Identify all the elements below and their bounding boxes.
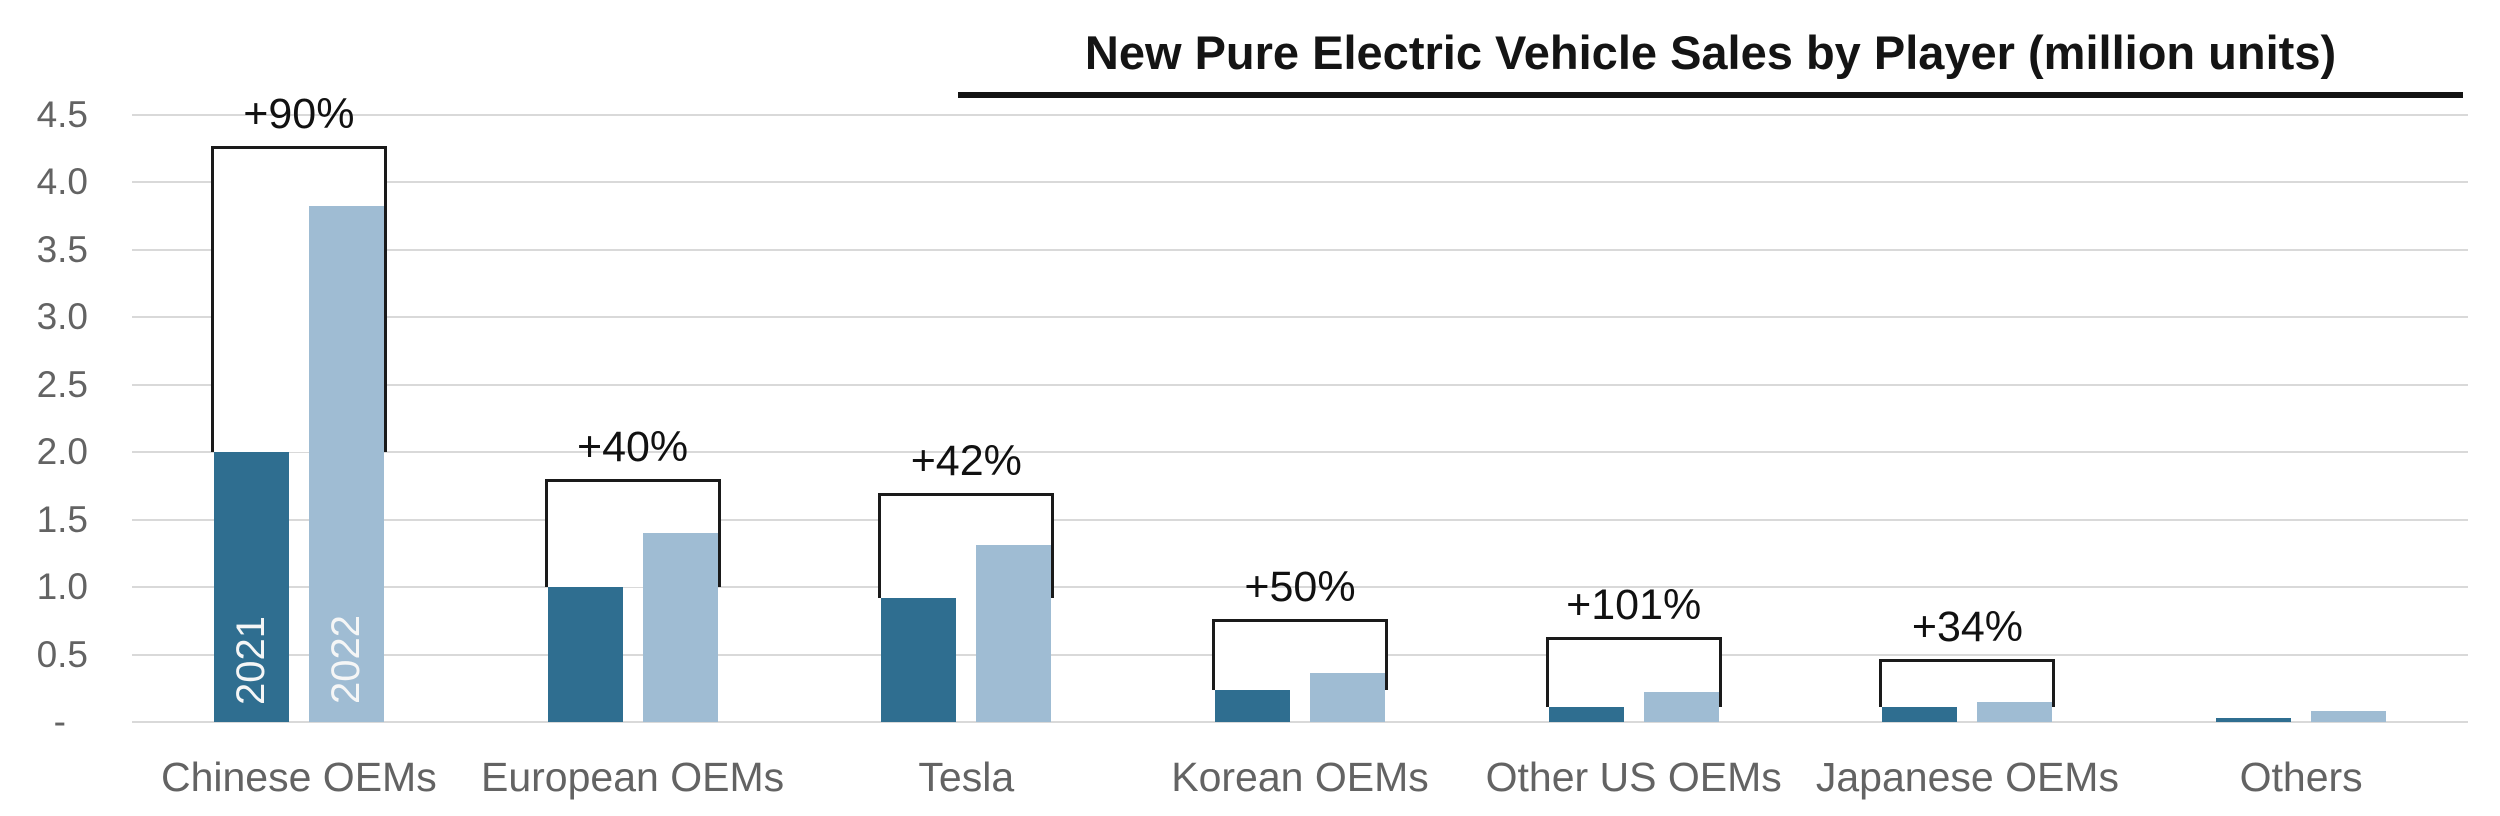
y-axis-tick-label: 2.0 (36, 431, 88, 472)
growth-label-korean-oems: +50% (1244, 563, 1356, 612)
gridline-2.5 (132, 383, 2468, 386)
gridline-1 (132, 586, 2468, 588)
y-axis-tick-label: 2.5 (36, 363, 88, 405)
x-axis-category-label-chinese-oems: Chinese OEMs (160, 754, 437, 800)
growth-label-other-us-oems: +101% (1566, 580, 1702, 629)
bar-2022-chinese-oems: 2022 (308, 206, 384, 722)
gridline-4.5 (132, 113, 2468, 116)
bar-2022-other-us-oems (1643, 692, 1719, 722)
bar-year-label-2022: 2022 (309, 608, 384, 712)
y-axis-tick-label: 1.5 (36, 498, 88, 540)
x-axis-category-label-korean-oems: Korean OEMs (1171, 754, 1429, 800)
bar-year-label-2021: 2021 (214, 608, 289, 712)
bar-2021-chinese-oems: 2021 (213, 452, 289, 722)
gridline-3.5 (132, 248, 2468, 251)
bar-2021-others (2216, 717, 2292, 722)
x-axis-category-label-others: Others (2239, 754, 2363, 800)
bar-2021-japanese-oems (1882, 707, 1958, 722)
y-axis-tick-label: 3.0 (36, 296, 88, 337)
bar-year-label-text: 2021 (228, 615, 273, 705)
chart-title: New Pure Electric Vehicle Sales by Playe… (958, 26, 2463, 98)
gridline-1.5 (132, 518, 2468, 521)
bar-2021-tesla (881, 597, 957, 722)
growth-label-european-oems: +40% (576, 423, 689, 471)
bar-2022-european-oems (642, 533, 718, 722)
bar-2022-tesla (976, 545, 1052, 722)
bar-2022-korean-oems (1310, 673, 1385, 722)
y-axis-tick-label: 1.0 (36, 566, 88, 607)
bar-2021-korean-oems (1215, 689, 1290, 722)
gridline-0 (132, 721, 2468, 723)
growth-label-chinese-oems: +90% (243, 89, 355, 138)
bar-year-label-text: 2022 (323, 615, 368, 705)
y-axis-tick-label: 0.5 (36, 633, 88, 675)
y-axis-tick-label: - (53, 701, 66, 742)
bar-2022-others (2311, 711, 2387, 722)
bar-2021-other-us-oems (1548, 707, 1624, 722)
y-axis-tick-label: 4.0 (36, 161, 88, 202)
y-axis-tick-label: 4.5 (36, 93, 88, 135)
x-axis-category-label-japanese-oems: Japanese OEMs (1815, 754, 2119, 800)
bar-2022-japanese-oems (1977, 701, 2053, 722)
y-axis-tick-label: 3.5 (36, 228, 88, 270)
x-axis-category-label-tesla: Tesla (918, 754, 1015, 800)
growth-bracket-japanese-oems (1879, 658, 2056, 708)
gridline-4 (132, 181, 2468, 183)
gridline-3 (132, 316, 2468, 318)
bar-2021-european-oems (547, 587, 623, 722)
x-axis-category-label-european-oems: European OEMs (481, 754, 785, 800)
growth-label-japanese-oems: +34% (1911, 602, 2024, 651)
gridline-2 (132, 451, 2468, 453)
x-axis-category-label-other-us-oems: Other US OEMs (1485, 754, 1782, 800)
growth-label-tesla: +42% (910, 436, 1022, 485)
